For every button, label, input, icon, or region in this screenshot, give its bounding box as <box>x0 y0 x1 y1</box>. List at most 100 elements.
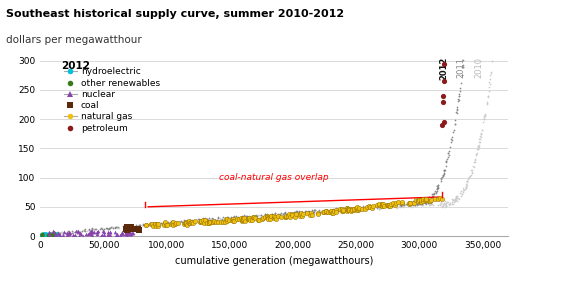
Point <box>328 210 337 215</box>
Point <box>213 216 223 221</box>
Point <box>324 210 333 215</box>
Point <box>240 216 249 221</box>
Point <box>322 209 331 213</box>
Point <box>84 227 93 232</box>
Point <box>447 137 456 141</box>
Point <box>313 212 323 217</box>
Point <box>50 230 59 234</box>
Point <box>363 205 372 210</box>
Point <box>174 220 183 225</box>
Point <box>425 197 434 202</box>
Point <box>436 200 445 205</box>
Point <box>451 197 460 201</box>
Point <box>132 227 141 232</box>
Point <box>434 202 443 207</box>
Point <box>347 206 357 211</box>
Point <box>444 151 453 156</box>
Point <box>179 222 189 227</box>
Point <box>308 209 317 214</box>
Point <box>297 210 306 214</box>
Point <box>123 231 132 236</box>
Point <box>126 224 135 229</box>
Point <box>138 222 148 227</box>
Point <box>168 221 177 226</box>
Point <box>108 225 117 229</box>
Point <box>119 225 128 229</box>
Point <box>152 223 161 228</box>
Point <box>469 160 478 164</box>
Point <box>106 226 115 231</box>
Point <box>322 209 331 213</box>
Text: coal-natural gas overlap: coal-natural gas overlap <box>219 173 329 182</box>
Point <box>353 208 362 212</box>
Point <box>182 219 191 223</box>
Point <box>369 203 378 208</box>
Point <box>231 217 241 221</box>
Point <box>223 217 232 222</box>
Point <box>426 199 435 204</box>
Point <box>480 112 489 116</box>
Point <box>433 186 443 191</box>
Point <box>368 207 377 211</box>
Point <box>50 232 59 236</box>
Point <box>455 190 464 195</box>
Point <box>420 198 429 202</box>
Point <box>59 233 68 238</box>
Point <box>406 201 415 206</box>
Point <box>439 202 448 207</box>
Point <box>365 206 374 210</box>
Point <box>269 213 278 217</box>
Point <box>264 217 273 221</box>
Point <box>459 187 468 192</box>
Point <box>243 215 252 219</box>
Point <box>151 221 160 226</box>
Point <box>61 231 70 236</box>
Point <box>438 99 447 104</box>
Point <box>452 195 461 200</box>
Point <box>458 65 467 69</box>
Point <box>417 203 426 207</box>
Point <box>278 211 287 216</box>
Point <box>455 88 464 93</box>
Point <box>459 190 468 194</box>
Point <box>437 197 447 202</box>
Point <box>127 231 136 236</box>
Point <box>42 232 51 237</box>
Point <box>46 232 55 236</box>
Point <box>414 197 424 202</box>
Point <box>306 211 316 215</box>
Point <box>468 163 477 168</box>
Point <box>121 224 130 229</box>
Point <box>305 213 314 217</box>
Point <box>395 205 404 210</box>
Point <box>44 232 54 236</box>
Point <box>327 208 336 212</box>
Point <box>427 201 436 206</box>
Point <box>244 217 253 222</box>
Point <box>218 220 227 224</box>
Point <box>125 232 134 236</box>
Point <box>167 219 176 223</box>
Point <box>159 221 168 226</box>
Point <box>305 209 314 213</box>
Point <box>168 219 178 224</box>
Point <box>47 231 57 236</box>
Point <box>439 173 448 178</box>
Point <box>113 225 122 229</box>
Point <box>326 209 335 214</box>
Point <box>376 205 385 209</box>
Point <box>331 206 340 211</box>
Point <box>419 200 428 204</box>
Point <box>409 202 418 207</box>
Point <box>228 216 237 221</box>
Point <box>361 206 370 211</box>
Point <box>262 212 271 216</box>
Point <box>458 65 467 70</box>
Point <box>438 204 447 209</box>
Point <box>266 212 275 217</box>
Point <box>424 201 433 205</box>
Point <box>343 209 352 213</box>
Point <box>63 229 73 234</box>
Point <box>398 201 407 206</box>
Point <box>386 201 395 206</box>
